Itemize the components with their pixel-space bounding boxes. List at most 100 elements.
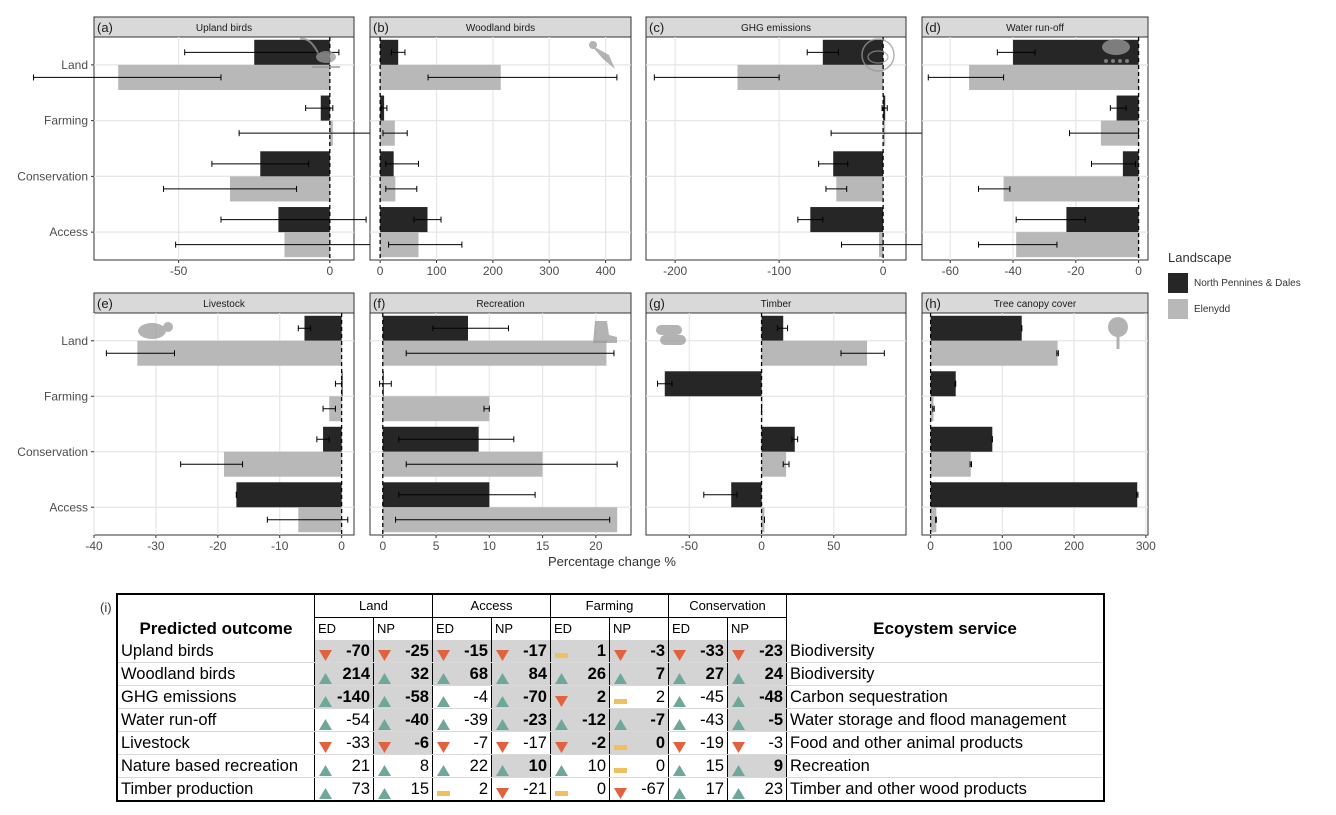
- value-cell: 26: [550, 662, 610, 686]
- value-cell: -40: [373, 708, 433, 732]
- bar: [930, 451, 971, 477]
- log-pile-icon: [656, 325, 686, 345]
- value-cell: -33: [668, 640, 728, 663]
- x-tick-label: -20: [1067, 264, 1085, 278]
- value-text: 84: [528, 665, 547, 683]
- value-cell: -43: [668, 708, 728, 732]
- value-text: 23: [764, 780, 783, 798]
- triangle-up-icon: [378, 783, 391, 805]
- facet-panel: (a) Upland birds -50 0 Land Farming Conservati…: [17, 16, 461, 278]
- value-cell: -70: [491, 685, 551, 709]
- triangle-down-icon: [496, 645, 509, 667]
- panel-title: Recreation: [476, 299, 524, 310]
- triangle-up-icon: [319, 783, 332, 805]
- x-tick-label: 0: [338, 539, 345, 553]
- rain-drop: [1118, 59, 1122, 63]
- code-np: NP: [373, 617, 433, 640]
- value-cell: -4: [432, 685, 492, 709]
- bar: [1003, 176, 1139, 202]
- value-text: 32: [410, 665, 429, 683]
- x-tick-label: -10: [271, 539, 289, 553]
- triangle-down-icon: [378, 645, 391, 667]
- panel-title: Timber: [761, 299, 792, 310]
- tree-icon: [1108, 317, 1128, 349]
- triangle-down-icon: [496, 737, 509, 759]
- x-tick-label: -50: [170, 264, 188, 278]
- triangle-up-icon: [319, 760, 332, 782]
- facet-panel: (c) GHG emissions -200 -100 0: [645, 16, 941, 278]
- value-cell: 17: [668, 777, 728, 802]
- group-header-land: Land: [314, 594, 433, 618]
- x-tick-label: 15: [536, 539, 550, 553]
- value-cell: -3: [609, 640, 669, 663]
- value-text: -23: [523, 711, 547, 729]
- x-tick-label: 20: [589, 539, 603, 553]
- panel-title: Water run-off: [1006, 23, 1064, 34]
- code-ed: ED: [550, 617, 610, 640]
- value-text: 26: [587, 665, 606, 683]
- predicted-outcome-cell: Nature based recreation: [117, 754, 315, 778]
- bar: [224, 451, 342, 477]
- triangle-down-icon: [378, 737, 391, 759]
- table-row: Livestock -33 -6 -7 -17 -2 0 -19 -3 Food and othe…: [117, 731, 1104, 755]
- log: [660, 335, 686, 345]
- dash-icon: [555, 783, 568, 805]
- dash-icon: [555, 645, 568, 667]
- rain-drop: [1125, 59, 1129, 63]
- boot-shape: [593, 321, 617, 343]
- x-tick-label: -20: [209, 539, 227, 553]
- value-text: -7: [650, 711, 665, 729]
- value-cell: 21: [314, 754, 374, 778]
- value-cell: -25: [373, 640, 433, 663]
- value-text: -58: [405, 688, 429, 706]
- bar: [930, 426, 993, 452]
- ecosystem-service-cell: Biodiversity: [786, 640, 1104, 663]
- x-tick-label: 200: [1064, 539, 1084, 553]
- triangle-up-icon: [378, 668, 391, 690]
- x-tick-label: -50: [681, 539, 699, 553]
- value-cell: -39: [432, 708, 492, 732]
- co2-cloud-icon: [861, 38, 895, 72]
- triangle-up-icon: [378, 760, 391, 782]
- bar: [380, 39, 399, 65]
- facet-panel: (d) Water run-off -60 -40 -20 0: [921, 16, 1149, 278]
- triangle-down-icon: [319, 737, 332, 759]
- panel-letter: (c): [649, 20, 664, 35]
- value-text: 15: [410, 780, 429, 798]
- value-cell: 27: [668, 662, 728, 686]
- triangle-down-icon: [732, 645, 745, 667]
- value-text: -6: [414, 734, 429, 752]
- value-text: -12: [582, 711, 606, 729]
- value-text: 1: [596, 642, 606, 660]
- value-text: -67: [641, 780, 665, 798]
- triangle-down-icon: [319, 645, 332, 667]
- woodpecker-head: [589, 41, 597, 49]
- triangle-up-icon: [673, 714, 686, 736]
- value-cell: -70: [314, 640, 374, 663]
- x-tick-label: -40: [1004, 264, 1022, 278]
- value-cell: 8: [373, 754, 433, 778]
- table-code-header-row: Predicted outcome ED NP ED NP ED NP ED N…: [117, 617, 1104, 640]
- dash-icon: [437, 783, 450, 805]
- predicted-outcome-cell: Upland birds: [117, 640, 315, 663]
- value-cell: 15: [668, 754, 728, 778]
- x-axis-title: Percentage change %: [548, 554, 676, 569]
- value-text: -70: [523, 688, 547, 706]
- legend-swatch-np: [1168, 273, 1188, 293]
- bar: [930, 315, 1022, 341]
- value-text: 73: [351, 780, 370, 798]
- value-text: 0: [596, 780, 606, 798]
- value-text: -33: [346, 734, 370, 752]
- value-cell: -17: [491, 731, 551, 755]
- code-ed: ED: [668, 617, 728, 640]
- value-text: -54: [346, 711, 370, 729]
- panel-letter: (f): [373, 296, 385, 311]
- y-tick-label: Access: [49, 225, 88, 239]
- x-tick-label: 0: [927, 539, 934, 553]
- value-text: -5: [768, 711, 783, 729]
- rain-drop: [1104, 59, 1108, 63]
- facet-panel: (f) Recreation 0 5 10 15 20: [369, 292, 632, 553]
- legend-item-ed: Elenydd: [1168, 299, 1301, 319]
- value-cell: -5: [727, 708, 787, 732]
- log: [656, 325, 682, 335]
